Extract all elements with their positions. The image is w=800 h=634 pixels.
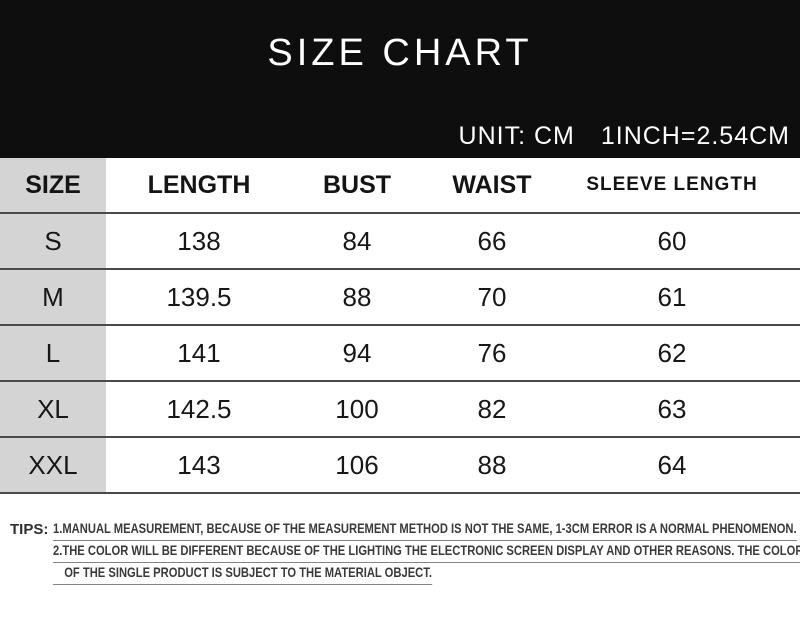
- sleeve-length-value: 64: [657, 449, 687, 480]
- bust-value: 100: [335, 393, 379, 424]
- unit-label: UNIT: CM: [458, 122, 575, 150]
- size-label: M: [0, 270, 106, 324]
- tip-number: 2: [53, 542, 60, 558]
- table-header-row: SIZE LENGTH BUST WAIST SLEEVE LENGTH: [0, 158, 800, 214]
- length-value: 138: [177, 225, 221, 256]
- tips-section: TIPS: 1.MANUAL MEASUREMENT, BECAUSE OF T…: [0, 494, 800, 586]
- sleeve-length-value: 62: [657, 337, 687, 368]
- column-header-size: SIZE: [0, 158, 106, 212]
- tip-number: 1: [53, 520, 60, 536]
- bust-value: 84: [342, 225, 372, 256]
- sleeve-length-value: 61: [657, 281, 687, 312]
- column-header-sleeve-length: SLEEVE LENGTH: [586, 174, 758, 195]
- unit-note: UNIT: CM 1INCH=2.54CM: [459, 122, 790, 151]
- waist-value: 88: [477, 449, 507, 480]
- table-row-l: L 141 94 76 62: [0, 326, 800, 382]
- conversion-label: 1INCH=2.54CM: [600, 122, 790, 150]
- size-label: S: [0, 214, 106, 268]
- bust-value: 106: [335, 449, 379, 480]
- tip-text: .MANUAL MEASUREMENT, BECAUSE OF THE MEAS…: [59, 520, 797, 536]
- table-row-s: S 138 84 66 60: [0, 214, 800, 270]
- length-value: 142.5: [166, 393, 232, 424]
- size-table: SIZE LENGTH BUST WAIST SLEEVE LENGTH S 1…: [0, 158, 800, 494]
- size-label: XL: [0, 382, 106, 436]
- table-row-xxl: XXL 143 106 88 64: [0, 438, 800, 494]
- table-row-m: M 139.5 88 70 61: [0, 270, 800, 326]
- table-row-xl: XL 142.5 100 82 63: [0, 382, 800, 438]
- tip-line-1: 1.MANUAL MEASUREMENT, BECAUSE OF THE MEA…: [53, 520, 797, 542]
- sleeve-length-value: 60: [657, 225, 687, 256]
- waist-value: 82: [477, 393, 507, 424]
- bust-value: 94: [342, 337, 372, 368]
- length-value: 143: [177, 449, 221, 480]
- size-label: L: [0, 326, 106, 380]
- size-label: XXL: [0, 438, 106, 492]
- tip-line-2: 2.THE COLOR WILL BE DIFFERENT BECAUSE OF…: [53, 542, 800, 564]
- tip-text: OF THE SINGLE PRODUCT IS SUBJECT TO THE …: [64, 564, 433, 580]
- bust-value: 88: [342, 281, 372, 312]
- column-header-bust: BUST: [322, 170, 392, 199]
- tip-text: .THE COLOR WILL BE DIFFERENT BECAUSE OF …: [59, 542, 800, 558]
- waist-value: 70: [477, 281, 507, 312]
- length-value: 139.5: [166, 281, 232, 312]
- tip-line-3: OF THE SINGLE PRODUCT IS SUBJECT TO THE …: [53, 564, 792, 586]
- waist-value: 66: [477, 225, 507, 256]
- column-header-waist: WAIST: [452, 170, 532, 199]
- length-value: 141: [177, 337, 221, 368]
- tips-lines: 1.MANUAL MEASUREMENT, BECAUSE OF THE MEA…: [53, 520, 800, 586]
- column-header-length: LENGTH: [147, 170, 251, 199]
- sleeve-length-value: 63: [657, 393, 687, 424]
- banner: SIZE CHART UNIT: CM 1INCH=2.54CM: [0, 0, 800, 158]
- tips-label: TIPS:: [10, 521, 49, 538]
- waist-value: 76: [477, 337, 507, 368]
- page-title: SIZE CHART: [267, 32, 533, 74]
